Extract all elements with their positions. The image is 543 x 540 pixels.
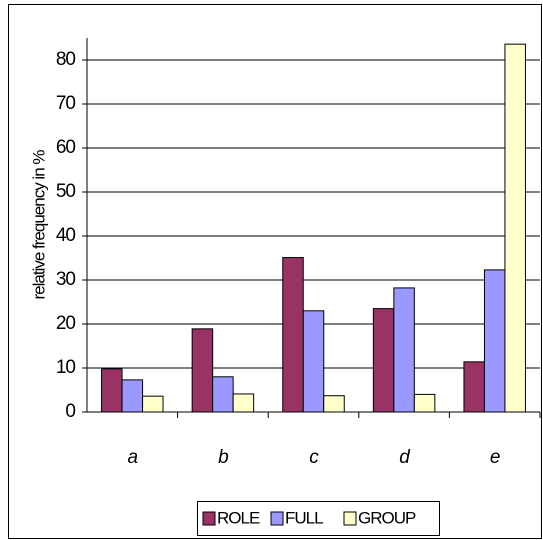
y-tick-label: 0 — [65, 401, 75, 422]
y-tick-label: 60 — [56, 137, 76, 158]
y-tick-label: 70 — [56, 93, 76, 114]
bar — [302, 310, 325, 413]
bar — [212, 376, 234, 413]
legend: ROLE FULL GROUP — [202, 508, 417, 527]
bar — [463, 361, 485, 413]
legend-label: ROLE — [217, 508, 260, 527]
legend-label: GROUP — [358, 508, 416, 527]
legend-label: FULL — [285, 508, 323, 527]
x-tick-label: b — [218, 447, 228, 468]
legend-box — [197, 501, 440, 536]
legend-swatch — [202, 511, 216, 526]
bar — [232, 393, 255, 413]
y-tick-label: 40 — [56, 225, 76, 246]
bar — [142, 395, 164, 413]
y-axis-label: relative frequency in % — [29, 150, 48, 300]
y-tick-label: 10 — [56, 357, 76, 378]
y-tick-label: 80 — [56, 49, 76, 70]
x-tick-label: d — [399, 447, 411, 468]
bar — [191, 328, 214, 413]
bar — [483, 269, 506, 413]
legend-swatch — [343, 511, 357, 526]
legend-swatch — [270, 511, 284, 526]
bar — [121, 379, 144, 413]
bar — [504, 43, 526, 413]
bar — [323, 395, 345, 413]
bar — [393, 287, 415, 413]
bar — [372, 308, 395, 413]
y-tick-label: 30 — [56, 269, 76, 290]
bar — [282, 257, 304, 413]
x-tick-label: a — [128, 447, 138, 468]
y-tick-label: 50 — [56, 181, 76, 202]
x-tick-label: e — [490, 447, 500, 468]
y-tick-label: 20 — [56, 313, 76, 334]
bar — [101, 368, 123, 413]
chart-border — [8, 4, 542, 539]
bar — [413, 393, 436, 413]
x-tick-label: c — [309, 447, 319, 468]
